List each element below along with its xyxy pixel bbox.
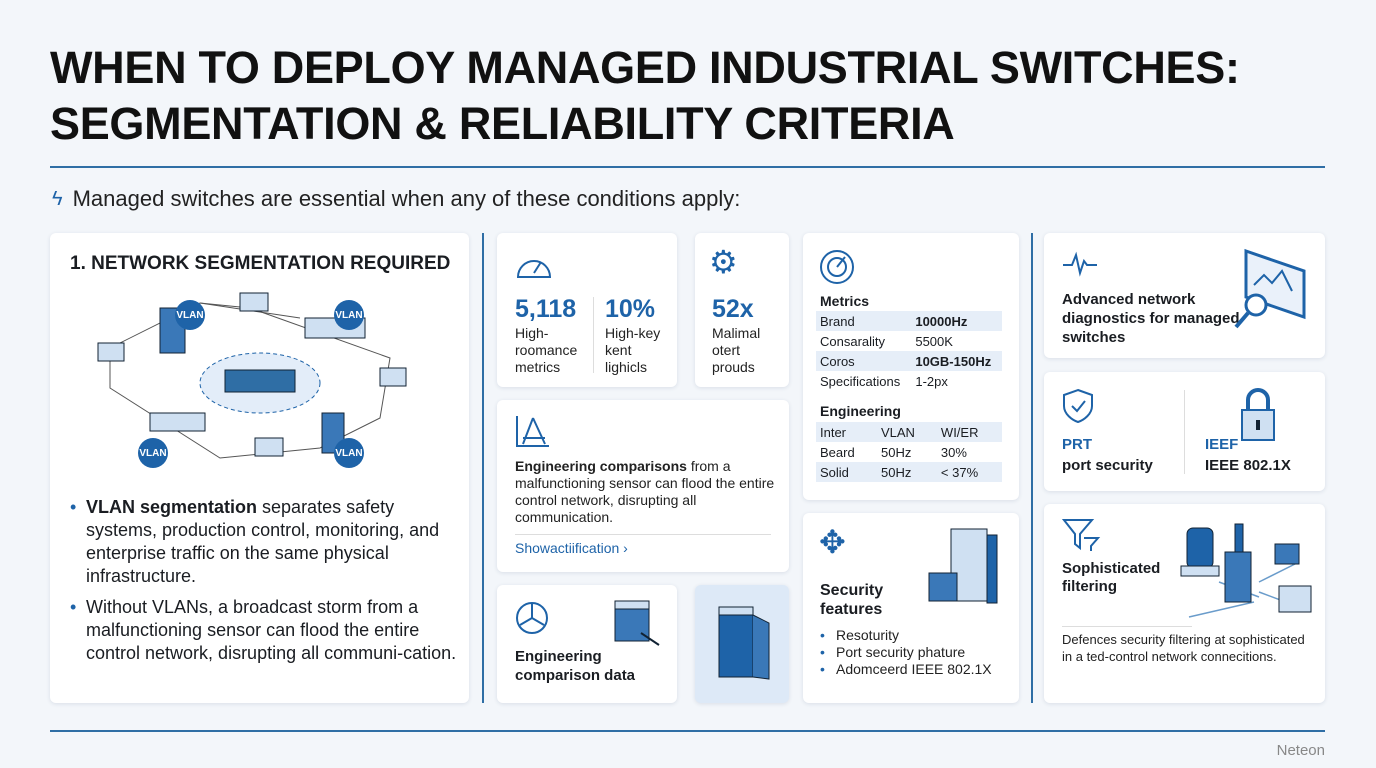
vlan-badge: VLAN [138, 438, 168, 468]
segmentation-bullets: VLAN segmentation separates safety syste… [70, 496, 460, 665]
ratio-value: 52x [712, 295, 754, 323]
filtering-text: Defences security filtering at sophistic… [1062, 632, 1305, 664]
port-security-card: PRT port security IEEF IEEE 802.1X [1044, 372, 1325, 491]
filtering-card: Sophisticated filtering Defences securit… [1044, 504, 1325, 703]
title-divider [50, 166, 1325, 168]
filter-icon [1062, 519, 1101, 551]
show-link[interactable]: Showactiification › [515, 540, 628, 556]
divider [1062, 626, 1192, 627]
vlan-network-diagram [97, 292, 407, 459]
bullet-item: VLAN segmentation separates safety syste… [70, 496, 460, 588]
diagnostics-card: Advanced network diagnostics for managed… [1044, 233, 1325, 358]
column-divider [482, 233, 484, 703]
ieee-abbr: IEEF [1205, 436, 1239, 453]
security-title: Security features [820, 582, 884, 618]
footer-divider [50, 730, 1325, 732]
table-row: Inter VLAN WI/ER [816, 422, 1002, 442]
divider [1184, 390, 1185, 474]
brand-logo: Neteon [1276, 742, 1325, 759]
divider [593, 297, 594, 373]
metrics-card: 5,118 High-roomance metrics 10% High-key… [497, 233, 677, 387]
filtering-title: Sophisticated filtering [1062, 560, 1161, 595]
lightning-icon: ϟ [52, 187, 63, 210]
comparison-card: Engineering comparison data [497, 585, 677, 703]
segmentation-card: 1. NETWORK SEGMENTATION REQUIRED VLAN VL… [50, 233, 469, 703]
vlan-badge: VLAN [175, 300, 205, 330]
page-title: WHEN TO DEPLOY MANAGED INDUSTRIAL SWITCH… [50, 42, 1240, 149]
bullet-item: Without VLANs, a broadcast storm from a … [70, 596, 460, 665]
radar-icon [820, 250, 854, 284]
list-item: Resoturity [820, 627, 992, 644]
port-abbr: PRT [1062, 436, 1092, 453]
shield-check-icon [1063, 388, 1093, 424]
list-item: Adomceerd IEEE 802.1X [820, 661, 992, 678]
engineering-heading: Engineering [820, 403, 901, 419]
diagnostics-title: Advanced network diagnostics for managed… [1062, 291, 1240, 346]
industrial-network-illustration [1180, 523, 1312, 618]
specs-table-card: Metrics Brand 10000Hz Consarality 5500K Co… [803, 233, 1019, 500]
metric-value: 10% [605, 295, 656, 323]
gear-icon: ⚙ [709, 244, 738, 280]
metric-label: High-key kent lighicls [605, 325, 661, 375]
table-row: Brand 10000Hz [816, 311, 1002, 331]
table-row: Specifications 1-2px [820, 373, 948, 389]
engineering-table: Inter VLAN WI/ER Beard 50Hz 30% Solid 50Hz < 3… [816, 422, 1002, 482]
engineering-text: Engineering comparisons from a malfuncti… [515, 458, 775, 525]
table-row: Beard 50Hz 30% [820, 444, 967, 460]
divider [515, 534, 771, 535]
metrics-heading: Metrics [820, 293, 870, 309]
switch-illustration-tile [695, 585, 789, 703]
metric-value: 5,118 [515, 295, 577, 323]
device-cube-icon [614, 600, 660, 646]
subtitle: ϟ Managed switches are essential when an… [52, 186, 741, 211]
table-row: Coros 10GB-150Hz [816, 351, 1002, 371]
vlan-badge: VLAN [334, 438, 364, 468]
vlan-badge: VLAN [334, 300, 364, 330]
ratio-card: ⚙ 52x Malimal otert prouds [695, 233, 789, 387]
monitor-magnifier-illustration [1234, 248, 1306, 329]
segmentation-heading: 1. NETWORK SEGMENTATION REQUIRED [70, 253, 451, 274]
table-row: Consarality 5500K [820, 333, 953, 349]
move-arrows-icon: ✥ [819, 524, 846, 560]
metric-label: High-roomance metrics [515, 325, 578, 375]
pulse-icon [1063, 251, 1097, 277]
security-list: Resoturity Port security phature Adomcee… [820, 627, 992, 678]
gauge-icon [516, 260, 552, 278]
engineering-card: Engineering comparisons from a malfuncti… [497, 400, 789, 572]
column-divider [1031, 233, 1033, 703]
port-label: port security [1062, 457, 1153, 474]
padlock-icon [1241, 388, 1275, 441]
structure-icon [516, 416, 549, 447]
ratio-label: Malimal otert prouds [712, 325, 761, 375]
comparison-title: Engineering comparison data [515, 648, 636, 684]
security-card: ✥ Security features Resoturity Port secu… [803, 513, 1019, 703]
turbine-icon [516, 602, 548, 634]
ieee-label: IEEE 802.1X [1205, 457, 1291, 474]
switch-cabinet-icon [718, 606, 770, 680]
table-row: Solid 50Hz < 37% [816, 462, 1002, 482]
server-illustration [928, 528, 998, 604]
metrics-table: Brand 10000Hz Consarality 5500K Coros 10GB-… [816, 311, 1002, 391]
list-item: Port security phature [820, 644, 992, 661]
